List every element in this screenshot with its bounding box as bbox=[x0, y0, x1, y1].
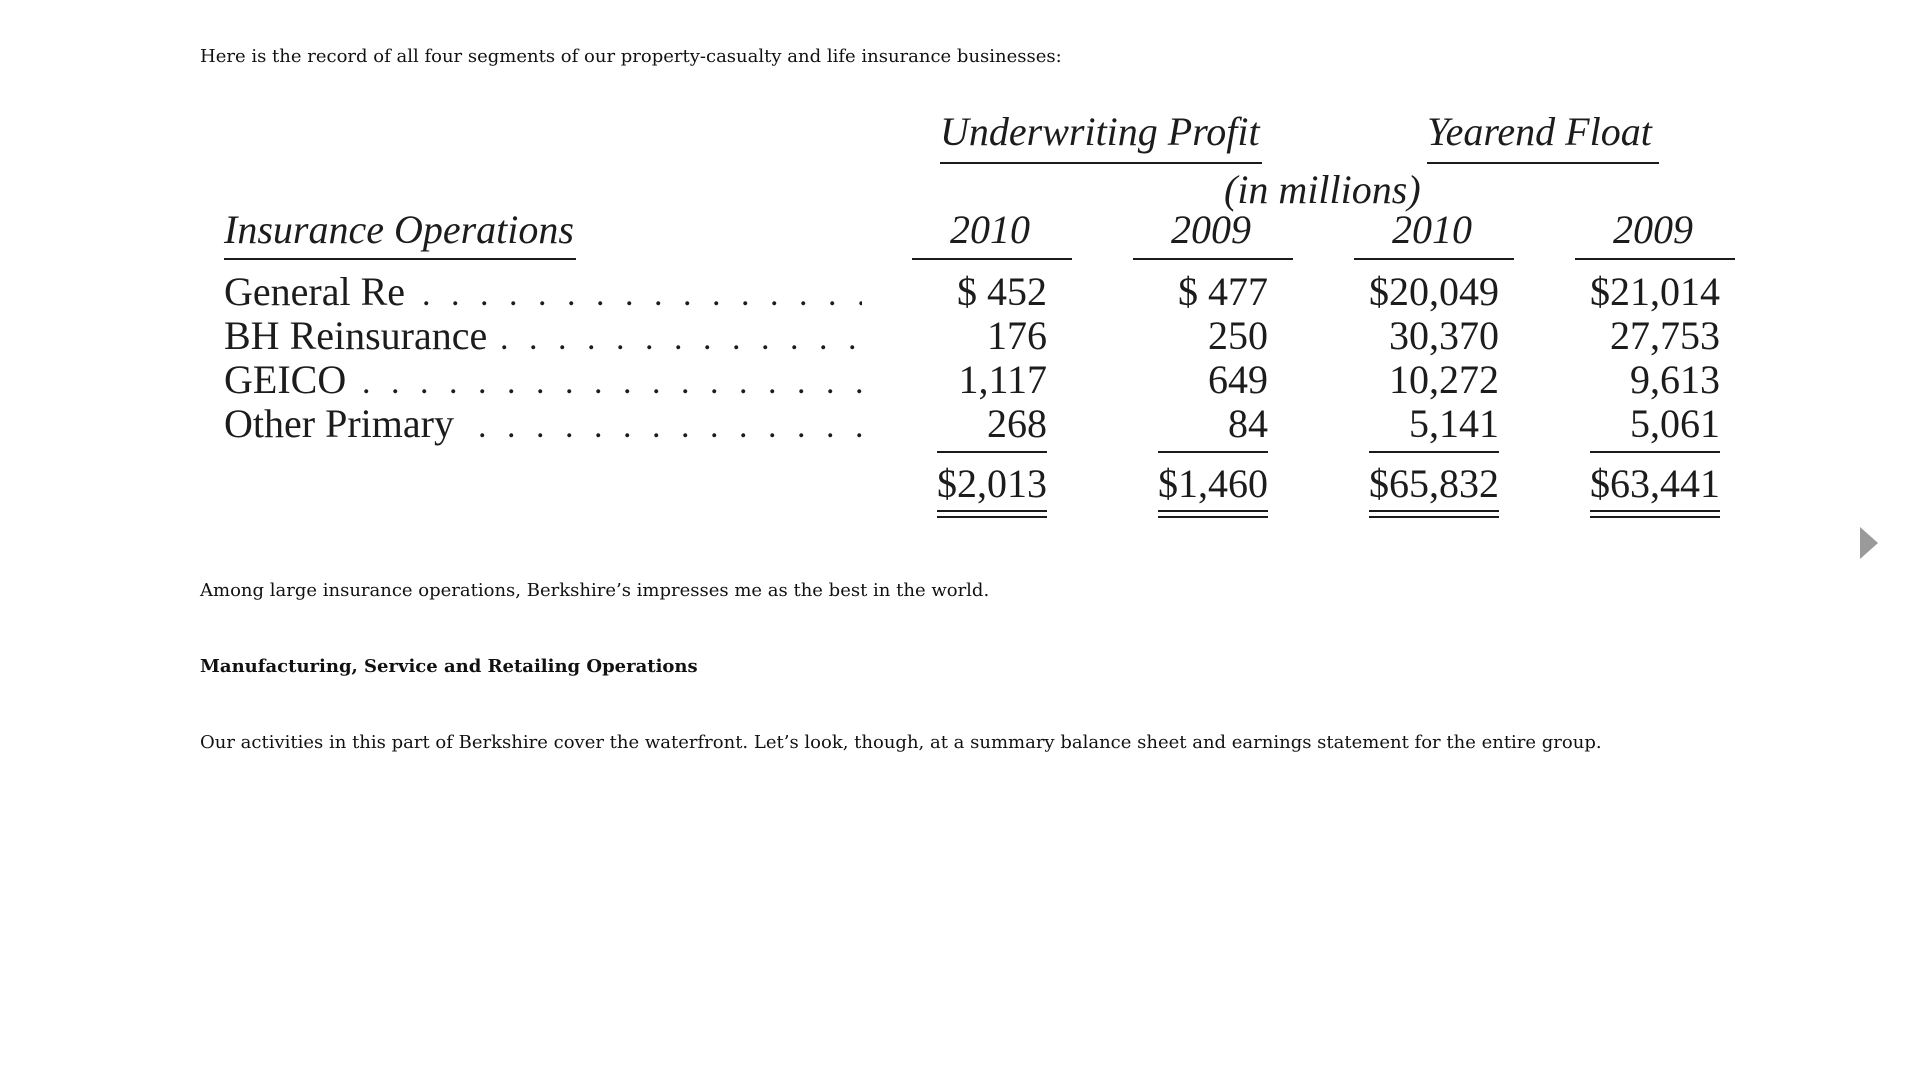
float-2009-value: $21,014 bbox=[1590, 269, 1720, 314]
intro-paragraph: Here is the record of all four segments … bbox=[200, 46, 1062, 67]
year-header: 2010 bbox=[950, 207, 1030, 252]
subtotal-rule bbox=[1158, 451, 1268, 453]
year-rule bbox=[1575, 258, 1735, 260]
insurance-operations-rule bbox=[224, 258, 576, 260]
total-double-rule bbox=[1590, 510, 1720, 518]
float-2010-value: $20,049 bbox=[1369, 269, 1499, 314]
leader-dots: . . . . . . . . . . . . . . . . . . . . … bbox=[362, 364, 862, 401]
underwriting-2010-value: 176 bbox=[987, 313, 1047, 358]
body-paragraph: Our activities in this part of Berkshire… bbox=[200, 732, 1602, 753]
subtotal-rule bbox=[1590, 451, 1720, 453]
total-double-rule bbox=[1369, 510, 1499, 518]
year-header: 2010 bbox=[1392, 207, 1472, 252]
leader-dots: . . . . . . . . . . . . . . . . . . . . … bbox=[478, 408, 862, 445]
year-rule bbox=[1133, 258, 1293, 260]
segment-label: General Re bbox=[224, 269, 406, 314]
float-2009-value: 9,613 bbox=[1630, 357, 1720, 402]
float-2010-value: 5,141 bbox=[1409, 401, 1499, 446]
insurance-operations-table: Underwriting Profit Yearend Float (in mi… bbox=[200, 100, 1740, 540]
float-2009-total: $63,441 bbox=[1590, 461, 1720, 506]
float-2009-value: 27,753 bbox=[1610, 313, 1720, 358]
underwriting-2010-total: $2,013 bbox=[937, 461, 1047, 506]
leader-dots: . . . . . . . . . . . . . . . . . . . . … bbox=[422, 276, 862, 313]
segment-label: Other Primary bbox=[224, 401, 454, 446]
year-header: 2009 bbox=[1171, 207, 1251, 252]
underwriting-2010-value: 268 bbox=[987, 401, 1047, 446]
year-header: 2009 bbox=[1613, 207, 1693, 252]
next-page-icon[interactable] bbox=[1860, 527, 1878, 559]
underwriting-2009-value: $ 477 bbox=[1178, 269, 1268, 314]
float-2009-value: 5,061 bbox=[1630, 401, 1720, 446]
float-2010-value: 10,272 bbox=[1389, 357, 1499, 402]
total-double-rule bbox=[1158, 510, 1268, 518]
insurance-operations-header: Insurance Operations bbox=[224, 207, 574, 252]
float-2010-total: $65,832 bbox=[1369, 461, 1499, 506]
yearend-float-rule bbox=[1427, 162, 1659, 164]
underwriting-2010-value: $ 452 bbox=[957, 269, 1047, 314]
underwriting-2010-value: 1,117 bbox=[958, 357, 1047, 402]
leader-dots: . . . . . . . . . . . . . . . . . . . . … bbox=[500, 320, 862, 357]
underwriting-2009-value: 250 bbox=[1208, 313, 1268, 358]
total-double-rule bbox=[937, 510, 1047, 518]
segment-label: BH Reinsurance bbox=[224, 313, 488, 358]
yearend-float-header: Yearend Float bbox=[1427, 109, 1652, 154]
float-2010-value: 30,370 bbox=[1389, 313, 1499, 358]
underwriting-2009-total: $1,460 bbox=[1158, 461, 1268, 506]
underwriting-2009-value: 84 bbox=[1228, 401, 1268, 446]
segment-label: GEICO bbox=[224, 357, 347, 402]
closing-paragraph: Among large insurance operations, Berksh… bbox=[200, 580, 990, 601]
subtotal-rule bbox=[937, 451, 1047, 453]
year-rule bbox=[1354, 258, 1514, 260]
underwriting-2009-value: 649 bbox=[1208, 357, 1268, 402]
year-rule bbox=[912, 258, 1072, 260]
subtotal-rule bbox=[1369, 451, 1499, 453]
units-label: (in millions) bbox=[1224, 167, 1421, 212]
section-heading: Manufacturing, Service and Retailing Ope… bbox=[200, 656, 698, 677]
underwriting-profit-header: Underwriting Profit bbox=[940, 109, 1260, 154]
underwriting-profit-rule bbox=[940, 162, 1262, 164]
